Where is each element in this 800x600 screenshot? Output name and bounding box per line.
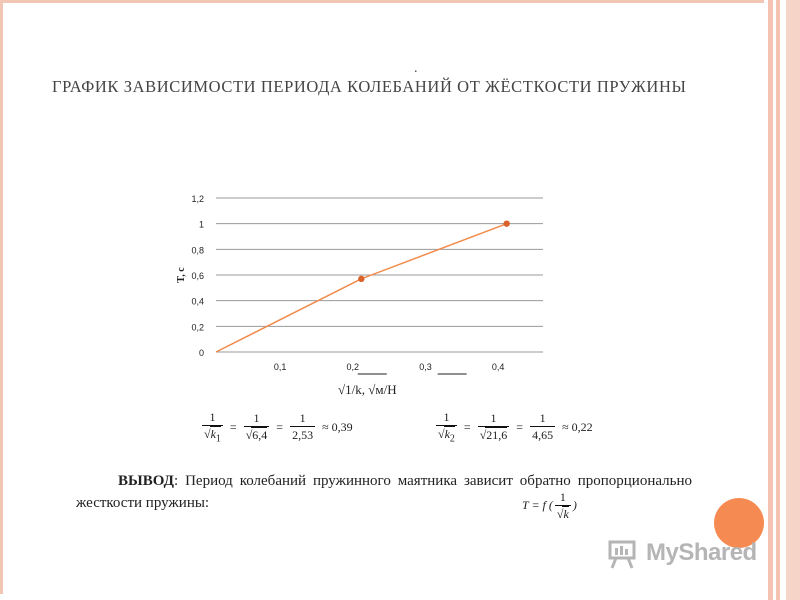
f2-den3: 4,65 <box>530 426 556 443</box>
decorative-circle <box>714 498 764 548</box>
f2-k: k <box>444 427 450 441</box>
y-tick-label: 0,4 <box>191 297 204 307</box>
tf-num: 1 <box>559 490 566 504</box>
y-tick-label: 1 <box>199 220 204 230</box>
x-tick-label: 0,2 <box>347 362 360 372</box>
y-axis-label: T, c <box>176 267 187 283</box>
chart-svg: 0 0,2 0,4 0,6 0,8 1 1,2 0,1 0,2 0,3 0,4 T, c <box>176 194 543 375</box>
f1-den3: 2,53 <box>290 426 316 443</box>
f1-num2: 1 <box>253 411 260 426</box>
y-tick-label: 0,2 <box>191 322 204 332</box>
conclusion-formula: T = f (1 √k) <box>522 490 577 521</box>
data-point <box>503 220 510 227</box>
f2-num1: 1 <box>443 410 450 424</box>
f1-sub: 1 <box>215 433 221 445</box>
f2-num2: 1 <box>490 411 497 426</box>
formula-1: 1 √k1 = 1 √6,4 = 1 2,53 ≈ 0,39 <box>202 410 353 445</box>
f2-result: ≈ 0,22 <box>562 419 593 434</box>
data-point <box>358 275 365 283</box>
conclusion-lead: ВЫВОД <box>118 473 174 489</box>
tf-rhs: ) <box>572 497 577 512</box>
x-tick-label: 0,1 <box>274 362 287 372</box>
f1-num1: 1 <box>209 410 216 424</box>
conclusion-text: : Период колебаний пружинного маятника з… <box>76 473 692 511</box>
y-tick-label: 0 <box>199 348 204 358</box>
logo-icon <box>608 540 636 569</box>
f2-sub: 2 <box>449 433 455 445</box>
title-dot: . <box>414 61 418 76</box>
y-tick-label: 0,8 <box>191 245 204 255</box>
tf-lhs: T = f ( <box>522 497 553 512</box>
logo-text: MyShared <box>646 539 757 566</box>
f1-root: 6,4 <box>251 427 268 443</box>
conclusion: ВЫВОД: Период колебаний пружинного маятн… <box>76 470 692 514</box>
y-tick-label: 0,6 <box>191 271 204 281</box>
decorative-stripes <box>764 0 800 600</box>
formula-2: 1 √k2 = 1 √21,6 = 1 4,65 ≈ 0,22 <box>436 410 593 445</box>
chart: 0 0,2 0,4 0,6 0,8 1 1,2 0,1 0,2 0,3 0,4 T, c <box>168 182 558 397</box>
f2-root: 21,6 <box>485 427 508 443</box>
f1-result: ≈ 0,39 <box>322 419 353 434</box>
x-tick-label: 0,4 <box>492 362 505 372</box>
tf-k: k <box>563 507 569 521</box>
series-line <box>215 222 507 353</box>
f2-num3: 1 <box>539 411 546 426</box>
slide-title: График зависимости периода колебаний от … <box>52 77 687 96</box>
f1-num3: 1 <box>299 411 306 426</box>
f1-k: k <box>210 427 216 441</box>
y-tick-label: 1,2 <box>191 194 204 204</box>
x-axis-label: √1/k, √м/Н <box>338 382 397 397</box>
x-tick-label: 0,3 <box>419 362 432 372</box>
myshared-logo: MyShared <box>606 536 766 570</box>
